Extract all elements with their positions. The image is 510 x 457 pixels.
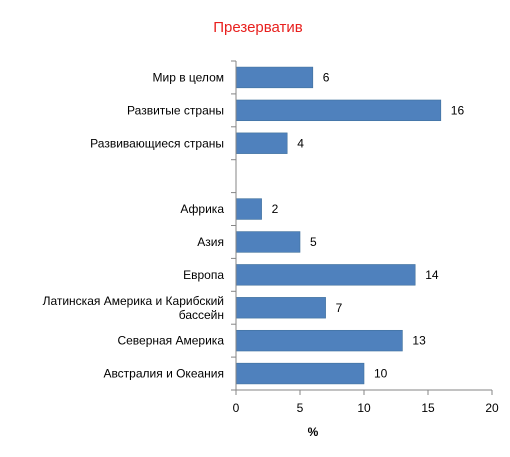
chart-title: Презерватив	[213, 19, 303, 36]
bar	[235, 99, 442, 122]
category-label-line: бассейн	[179, 308, 224, 322]
data-labels: 6 16 4 2 5 14 7 13 10	[272, 70, 465, 380]
category-label: Африка	[180, 202, 224, 216]
data-label: 6	[323, 70, 330, 84]
category-label-line: Австралия и Океания	[103, 367, 224, 381]
x-axis-label: %	[308, 425, 319, 439]
bar	[235, 264, 416, 286]
bars	[235, 66, 442, 385]
category-label-line: Мир в целом	[153, 70, 225, 84]
data-label: 14	[425, 268, 439, 282]
x-tick-label: 10	[357, 401, 371, 415]
category-label: Австралия и Океания	[103, 367, 224, 381]
category-label: Северная Америка	[117, 334, 224, 348]
category-label-line: Развивающиеся страны	[90, 136, 224, 150]
bar	[235, 231, 301, 253]
category-label: Развитые страны	[127, 103, 224, 117]
category-labels: Мир в целом Развитые страны Развивающиеся …	[43, 70, 225, 380]
data-label: 4	[297, 136, 304, 150]
bar	[235, 362, 365, 385]
data-label: 10	[374, 367, 388, 381]
x-tick-label: 15	[421, 401, 435, 415]
bar	[235, 329, 403, 352]
bar	[235, 297, 326, 319]
data-label: 13	[412, 334, 426, 348]
category-label: Мир в целом	[153, 70, 225, 84]
data-label: 5	[310, 235, 317, 249]
category-label-line: Северная Америка	[117, 334, 224, 348]
x-tick-label: 5	[297, 401, 304, 415]
data-label: 16	[451, 103, 465, 117]
x-tick-labels: 0 5 10 15 20	[233, 401, 499, 415]
category-label-line: Латинская Америка и Карибский	[43, 294, 224, 308]
bar	[235, 66, 314, 89]
axes	[231, 60, 493, 395]
category-label: Азия	[197, 235, 224, 249]
category-label-line: Африка	[180, 202, 224, 216]
bar	[235, 198, 262, 220]
category-label: Развивающиеся страны	[90, 136, 224, 150]
data-label: 7	[336, 301, 343, 315]
data-label: 2	[272, 202, 279, 216]
category-label: Латинская Америка и Карибский бассейн	[43, 294, 224, 322]
bar	[235, 132, 288, 154]
category-label-line: Развитые страны	[127, 103, 224, 117]
category-label-line: Европа	[183, 268, 224, 282]
x-tick-label: 0	[233, 401, 240, 415]
category-label-line: Азия	[197, 235, 224, 249]
category-label: Европа	[183, 268, 224, 282]
x-tick-label: 20	[485, 401, 499, 415]
